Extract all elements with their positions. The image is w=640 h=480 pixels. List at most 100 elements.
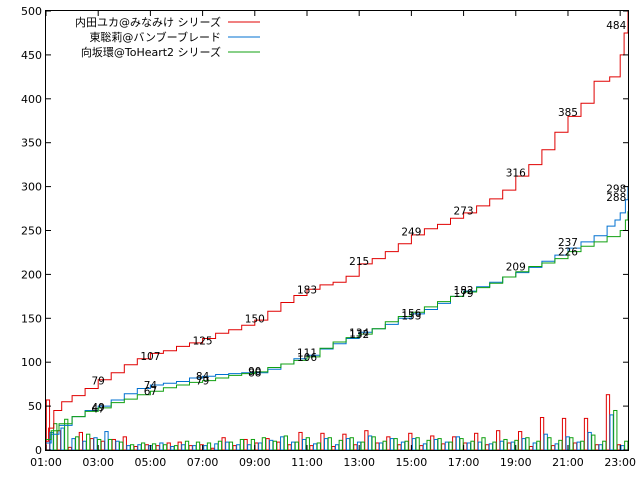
legend-label: 内田ユカ@みなみけ シリーズ [75,15,221,29]
bar [426,439,431,451]
bar [195,441,201,451]
bar [448,441,453,451]
histogram-bars [45,394,629,451]
x-tick-label: 05:00 [135,456,167,469]
data-label: 84 [196,371,210,383]
x-tick-label: 17:00 [448,456,480,469]
bar [444,441,450,451]
data-label: 237 [558,237,578,249]
bar [82,440,87,451]
legend-label: 向坂環@ToHeart2 シリーズ [81,45,221,59]
bar [517,431,523,451]
bar [309,445,314,451]
data-label: 484 [606,20,626,32]
bar [129,444,135,451]
bar [122,436,127,451]
bar [583,417,589,451]
bar [206,442,212,451]
bar [602,440,607,451]
bar [334,444,340,451]
bar [276,441,281,451]
bar [397,444,402,451]
series-line [46,211,629,440]
x-tick-label: 09:00 [239,456,271,469]
x-tick-label: 01:00 [30,456,62,469]
y-axis: 0 50 100 150 200 250 300 350 400 450 500 [21,5,628,457]
x-tick-label: 03:00 [82,456,114,469]
bar [181,444,186,451]
bar [236,444,241,451]
bar [492,441,497,451]
data-label: 74 [144,380,158,392]
series-lines [46,11,629,444]
data-label: 226 [558,247,578,259]
bar [159,442,164,451]
legend-label: 東聡莉@バンブーブレード [89,30,221,44]
x-tick-label: 11:00 [291,456,323,469]
bar [280,436,285,451]
bar [400,441,406,451]
bar [455,436,461,451]
data-label: 150 [245,313,265,325]
bar [100,440,105,451]
bar [415,437,420,451]
bar [485,444,490,451]
bar [554,443,559,451]
bar [488,443,493,451]
bar [576,441,581,451]
bar [378,442,384,451]
series-line [46,186,629,444]
bar [294,441,299,451]
bar [108,438,113,451]
data-label: 111 [297,348,317,360]
bar [620,445,625,451]
bar [243,438,248,451]
data-label: 298 [606,183,626,195]
bar [371,436,376,451]
bar [591,434,596,451]
data-label: 49 [92,402,105,414]
bar [386,436,391,451]
data-label: 385 [558,107,578,119]
bar [510,441,515,451]
bar [316,442,321,451]
data-label: 106 [297,352,317,364]
data-label: 316 [506,168,526,180]
bar [261,437,267,451]
bar [338,439,343,451]
bar [89,438,94,451]
bar [239,438,245,451]
bar [272,440,278,451]
bar [550,445,556,451]
bar [71,438,76,451]
bar [210,447,215,451]
bar [151,443,157,451]
bar [433,438,439,451]
x-tick-label: 15:00 [396,456,428,469]
x-tick-label: 23:00 [604,456,636,469]
bar [184,440,190,451]
bar [532,442,537,451]
bar [188,445,193,451]
bar [441,443,446,451]
bar [342,433,347,451]
bar [327,437,332,451]
bar [419,445,424,451]
bar [67,446,73,451]
data-labels: 79 107 125 150 183 215 249 273 316 385 484 49 74 84 90… [92,20,627,416]
y-tick-label: 300 [21,181,42,194]
data-label: 47 [92,404,105,416]
bar [345,438,351,451]
bar [86,433,91,451]
bar [543,433,548,451]
bar [422,443,428,451]
bar [507,442,512,451]
bar [265,438,270,451]
bar [389,438,395,451]
bar [140,442,146,451]
y-tick-label: 400 [21,93,42,106]
bar [375,442,380,451]
data-label: 79 [196,376,209,388]
bar [45,399,51,451]
